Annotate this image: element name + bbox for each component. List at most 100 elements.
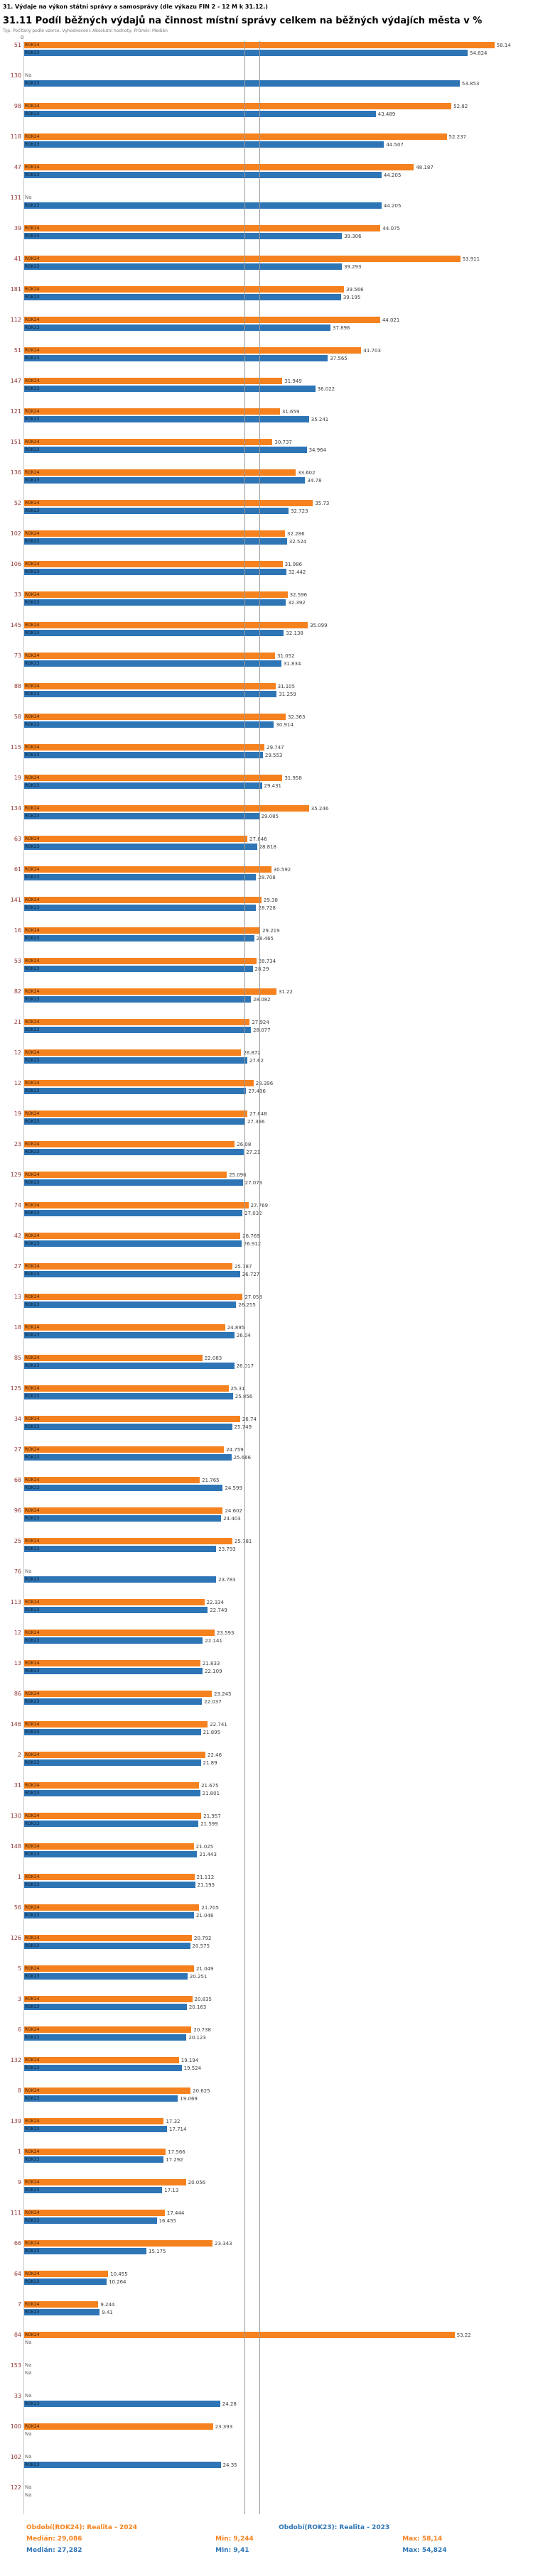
row-id-label: 58 [14, 714, 21, 720]
bar-rok23 [23, 1210, 243, 1216]
series-tag-rok23: ROK23 [25, 1546, 40, 1551]
bar-rok23 [23, 1271, 240, 1277]
bar-rok24 [23, 1263, 232, 1270]
series-tag-rok23: ROK23 [25, 478, 40, 483]
value-label-rok24: 58.14 [496, 43, 511, 48]
value-label-rok23: 39.306 [344, 234, 362, 239]
bar-rok23 [23, 416, 309, 422]
series-tag-rok24: ROK24 [25, 256, 40, 261]
bar-rok24 [23, 439, 273, 445]
bar-pair: ROK24 21.765 ROK23 24.599 [23, 1476, 533, 1507]
series-tag-rok23: ROK23 [25, 234, 40, 239]
bar-line-rok23: ROK23 16.455 [23, 2217, 533, 2224]
bar-line-rok23: ROK23 27.032 [23, 1210, 533, 1216]
bar-pair: ROK24 21.025 ROK23 21.443 [23, 1843, 533, 1873]
bar-group: 2 ROK24 22.46 ROK23 21.89 [0, 1751, 533, 1781]
row-id-label: 134 [10, 805, 21, 812]
bar-group: 31 ROK24 21.675 ROK23 21.801 [0, 1781, 533, 1812]
bar-line-rok24: ROK24 29.219 [23, 927, 533, 934]
bar-pair: ROK24 24.895 ROK23 26.04 [23, 1324, 533, 1354]
bar-rok23 [23, 2126, 167, 2132]
bar-line-rok23: ROK23 35.241 [23, 416, 533, 422]
bar-pair: ROK24 31.958 ROK23 29.431 [23, 774, 533, 804]
value-label-rok23: 19.069 [180, 2096, 198, 2102]
value-label-rok24: 26.769 [242, 1233, 260, 1239]
bar-rok23 [23, 355, 328, 361]
series-tag-rok24: ROK24 [25, 1294, 40, 1299]
bar-group: 122 Na Na [0, 2484, 533, 2514]
value-label-rok23: 24.599 [225, 1485, 242, 1491]
bar-line-rok24: ROK24 21.765 [23, 1477, 533, 1483]
meta-line: Typ: Počítaný podle vzorce, Vyhodnocení:… [3, 28, 168, 33]
bar-rok24 [23, 775, 283, 781]
row-id-label: 16 [14, 927, 21, 934]
bar-rok23 [23, 1088, 247, 1094]
series-tag-rok24: ROK24 [25, 897, 40, 902]
series-tag-rok24: ROK24 [25, 836, 40, 841]
row-id-label: 96 [14, 1507, 21, 1514]
value-label-rok24: 21.833 [202, 1661, 220, 1666]
bar-line-rok23: ROK23 27.073 [23, 1179, 533, 1186]
series-tag-rok24: ROK24 [25, 1844, 40, 1849]
row-id-label: 51 [14, 42, 21, 48]
row-id-label: 56 [14, 1904, 21, 1911]
legend: Období(ROK24): Realita - 2024 Období(ROK… [26, 2524, 533, 2532]
bar-line-rok23: ROK23 19.069 [23, 2095, 533, 2102]
legend-rok23: Období(ROK23): Realita - 2023 [279, 2524, 390, 2531]
bar-rok23 [23, 599, 286, 606]
bar-pair: ROK24 39.566 ROK23 39.195 [23, 285, 533, 316]
bar-line-rok23: ROK23 24.403 [23, 1515, 533, 1522]
bar-line-rok23: ROK23 21.193 [23, 1882, 533, 1888]
series-tag-rok23: ROK23 [25, 1760, 40, 1765]
series-tag-rok24: ROK24 [25, 1936, 40, 1941]
bar-pair: ROK24 27.646 ROK23 28.818 [23, 835, 533, 866]
bar-line-rok24: Na [23, 72, 533, 79]
bar-rok24 [23, 1324, 225, 1331]
bar-line-rok23: ROK23 22.749 [23, 1607, 533, 1613]
series-tag-rok23: ROK23 [25, 997, 40, 1002]
series-tag-rok23: ROK23 [25, 1577, 40, 1582]
na-label: Na [25, 2370, 32, 2376]
bar-group: 19 ROK24 31.958 ROK23 29.431 [0, 774, 533, 804]
value-label-rok23: 37.565 [330, 356, 348, 361]
bar-line-rok24: ROK24 21.112 [23, 1874, 533, 1880]
bar-line-rok24: ROK24 39.566 [23, 286, 533, 293]
value-label-rok24: 21.049 [195, 1966, 214, 1972]
series-tag-rok23: ROK23 [25, 1272, 40, 1277]
value-label-rok23: 27.032 [244, 1211, 262, 1216]
bar-rok23 [23, 1790, 200, 1796]
series-tag-rok24: ROK24 [25, 1325, 40, 1330]
row-id-label: 111 [10, 2210, 21, 2216]
bar-pair: ROK24 31.986 ROK23 32.442 [23, 560, 533, 591]
bar-pair: ROK24 32.363 ROK23 30.914 [23, 713, 533, 743]
bar-rok23 [23, 141, 384, 148]
series-tag-rok24: ROK24 [25, 317, 40, 322]
x-axis: 0 [0, 34, 533, 41]
series-tag-rok23: ROK23 [25, 81, 40, 86]
series-tag-rok23: ROK23 [25, 814, 40, 819]
series-tag-rok23: ROK23 [25, 1791, 40, 1796]
value-label-rok24: 23.593 [216, 1630, 235, 1636]
bar-group: 42 ROK24 26.769 ROK23 26.912 [0, 1232, 533, 1262]
value-label-rok23: 37.896 [333, 325, 350, 331]
value-label-rok24: 10.455 [110, 2271, 128, 2277]
bar-line-rok24: ROK24 52.82 [23, 103, 533, 109]
bar-rok23 [23, 1912, 194, 1919]
bar-rok24 [23, 1965, 194, 1972]
value-label-rok24: 31.105 [277, 684, 296, 689]
bar-group: 52 ROK24 35.73 ROK23 32.723 [0, 499, 533, 530]
bar-line-rok24: ROK24 31.986 [23, 561, 533, 567]
value-label-rok24: 27.648 [249, 1111, 267, 1117]
indicator-subtitle: 31.11 Podíl běžných výdajů na činnost mí… [3, 16, 483, 26]
bar-line-rok24: ROK24 29.747 [23, 744, 533, 751]
series-tag-rok23: ROK23 [25, 111, 40, 116]
bar-group: 98 ROK24 52.82 ROK23 43.489 [0, 102, 533, 133]
value-label-rok24: 48.187 [416, 165, 434, 170]
value-label-rok23: 54.824 [469, 50, 488, 56]
series-tag-rok23: ROK23 [25, 2462, 40, 2467]
bar-rok24 [23, 2332, 455, 2338]
bar-line-rok24: ROK24 31.22 [23, 988, 533, 995]
bar-rok24 [23, 378, 283, 384]
value-label-rok24: 31.986 [284, 562, 303, 567]
series-tag-rok24: ROK24 [25, 1355, 40, 1360]
